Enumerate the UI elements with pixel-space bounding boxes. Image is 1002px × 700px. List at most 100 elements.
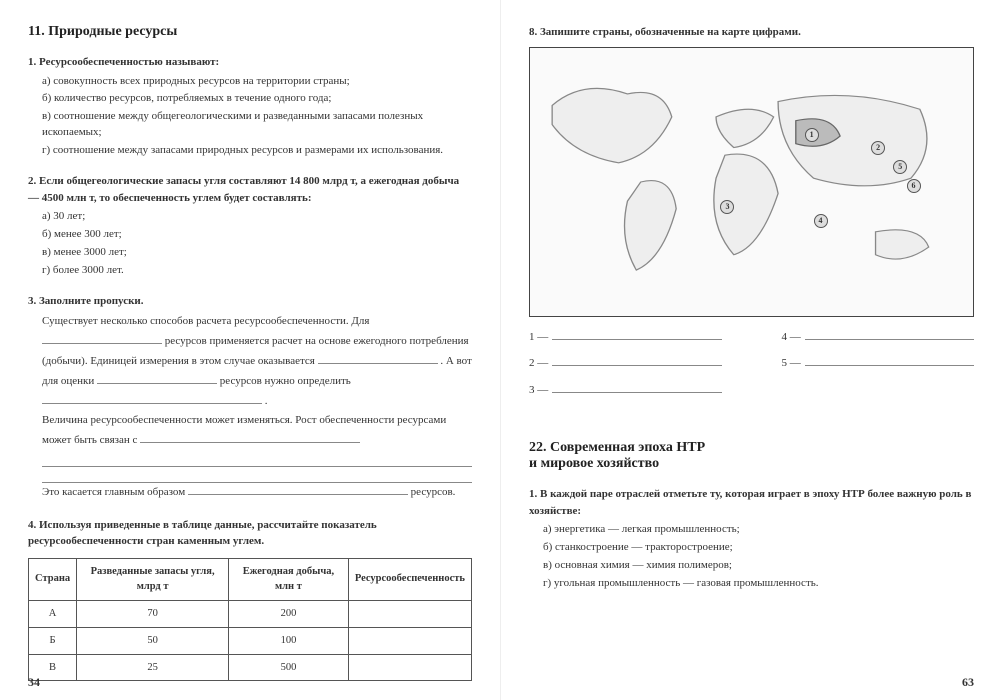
table-row: А 70 200 [29, 601, 472, 628]
q1-opt-c: в) соотношение между общегеологическими … [42, 109, 472, 141]
q1b-opt-c: в) основная химия — химия полимеров; [543, 558, 974, 574]
q1-options: а) совокупность всех природных ресурсов … [28, 74, 472, 160]
blank[interactable] [188, 485, 408, 495]
q4-table: Страна Разведанные запасы угля, млрд т Е… [28, 558, 472, 682]
ans-num: 1 — [529, 329, 548, 346]
q3-t7: Это касается главным образом [42, 486, 185, 498]
q2-opt-c: в) менее 3000 лет; [42, 245, 472, 261]
continent-sa [625, 180, 677, 269]
blank[interactable] [42, 334, 162, 344]
ans-num: 3 — [529, 382, 548, 399]
q1-opt-b: б) количество ресурсов, потребляемых в т… [42, 91, 472, 107]
answer-5: 5 — [782, 355, 975, 372]
cell: Б [29, 627, 77, 654]
section-number: 11. [28, 24, 45, 39]
th-supply: Ресурсообеспеченность [348, 558, 471, 601]
blank[interactable] [805, 356, 974, 366]
page-number-right: 63 [962, 675, 974, 690]
question-1b: 1. В каждой паре отраслей отметьте ту, к… [529, 486, 974, 592]
q2-options: а) 30 лет; б) менее 300 лет; в) менее 30… [28, 209, 472, 279]
continent-na [552, 88, 672, 162]
q3-t5: . [265, 395, 268, 407]
q3-prompt: Заполните пропуски. [39, 295, 144, 307]
map-marker-1: 1 [805, 128, 819, 142]
question-1: 1. Ресурсообеспеченностью называют: а) с… [28, 54, 472, 159]
cell: 25 [77, 654, 229, 681]
q2-opt-b: б) менее 300 лет; [42, 227, 472, 243]
ans-num: 5 — [782, 355, 801, 372]
q1-opt-d: г) соотношение между запасами природных … [42, 143, 472, 159]
q1b-opt-d: г) угольная промышленность — газовая про… [543, 576, 974, 592]
world-map: 123456 [529, 47, 974, 317]
q1-opt-a: а) совокупность всех природных ресурсов … [42, 74, 472, 90]
blank[interactable] [97, 374, 217, 384]
cell: 70 [77, 601, 229, 628]
page-number-left: 34 [28, 675, 40, 690]
q1-num: 1. [28, 56, 36, 68]
blank[interactable] [42, 394, 262, 404]
table-row: Б 50 100 [29, 627, 472, 654]
question-2: 2. Если общегеологические запасы угля со… [28, 173, 472, 279]
cell: 100 [229, 627, 349, 654]
q8-prompt: Запишите страны, обозначенные на карте ц… [540, 26, 801, 38]
answer-1: 1 — [529, 329, 722, 346]
answer-lines: 1 — 2 — 3 — 4 — 5 — [529, 329, 974, 409]
map-svg [530, 48, 973, 316]
section-title-text: Природные ресурсы [48, 24, 177, 39]
table-row: В 25 500 [29, 654, 472, 681]
page-34: 11. Природные ресурсы 1. Ресурсообеспече… [0, 0, 501, 700]
th-extraction: Ежегодная добыча, млн т [229, 558, 349, 601]
blank[interactable] [140, 433, 360, 443]
blank[interactable] [552, 383, 721, 393]
q2-num: 2. [28, 175, 36, 187]
map-marker-6: 6 [907, 179, 921, 193]
question-3: 3. Заполните пропуски. Существует нескол… [28, 293, 472, 503]
cell: 500 [229, 654, 349, 681]
th-country: Страна [29, 558, 77, 601]
cell-blank[interactable] [348, 627, 471, 654]
q3-t8: ресурсов. [411, 486, 456, 498]
q3-t1: Существует несколько способов расчета ре… [42, 315, 369, 327]
blank[interactable] [552, 356, 721, 366]
q1b-options: а) энергетика — легкая промышленность; б… [529, 522, 974, 592]
answer-col-right: 4 — 5 — [782, 329, 975, 409]
q3-fill: Существует несколько способов расчета ре… [28, 312, 472, 502]
blank[interactable] [318, 354, 438, 364]
continent-eu [716, 109, 774, 147]
section-title-line2: и мировое хозяйство [529, 456, 659, 471]
cell: А [29, 601, 77, 628]
map-marker-4: 4 [814, 214, 828, 228]
blank[interactable] [805, 330, 974, 340]
section-title-line1: Современная эпоха НТР [550, 440, 705, 455]
question-4: 4. Используя приведенные в таблице данны… [28, 517, 472, 682]
q2-opt-a: а) 30 лет; [42, 209, 472, 225]
continent-au [876, 229, 929, 258]
q4-num: 4. [28, 519, 36, 531]
q1b-opt-b: б) станкостроение — тракторостроение; [543, 540, 974, 556]
blank-line[interactable] [42, 457, 472, 467]
cell: 200 [229, 601, 349, 628]
q1b-opt-a: а) энергетика — легкая промышленность; [543, 522, 974, 538]
page-63: 8. Запишите страны, обозначенные на карт… [501, 0, 1002, 700]
answer-3: 3 — [529, 382, 722, 399]
q2-prompt: Если общегеологические запасы угля соста… [28, 175, 459, 204]
blank[interactable] [552, 330, 721, 340]
table-header-row: Страна Разведанные запасы угля, млрд т Е… [29, 558, 472, 601]
q1b-prompt: В каждой паре отраслей отметьте ту, кото… [529, 488, 971, 517]
question-8: 8. Запишите страны, обозначенные на карт… [529, 24, 974, 408]
section-title-22: 22. Современная эпоха НТР и мировое хозя… [529, 440, 974, 472]
q3-t4: ресурсов нужно определить [220, 375, 351, 387]
answer-2: 2 — [529, 355, 722, 372]
q1-prompt: Ресурсообеспеченностью называют: [39, 56, 219, 68]
q1b-num: 1. [529, 488, 537, 500]
cell-blank[interactable] [348, 601, 471, 628]
q2-opt-d: г) более 3000 лет. [42, 263, 472, 279]
answer-4: 4 — [782, 329, 975, 346]
ans-num: 2 — [529, 355, 548, 372]
blank-line[interactable] [42, 473, 472, 483]
th-reserves: Разведанные запасы угля, млрд т [77, 558, 229, 601]
section-number: 22. [529, 440, 547, 455]
cell-blank[interactable] [348, 654, 471, 681]
q8-num: 8. [529, 26, 537, 38]
q4-prompt: Используя приведенные в таблице данные, … [28, 519, 377, 548]
